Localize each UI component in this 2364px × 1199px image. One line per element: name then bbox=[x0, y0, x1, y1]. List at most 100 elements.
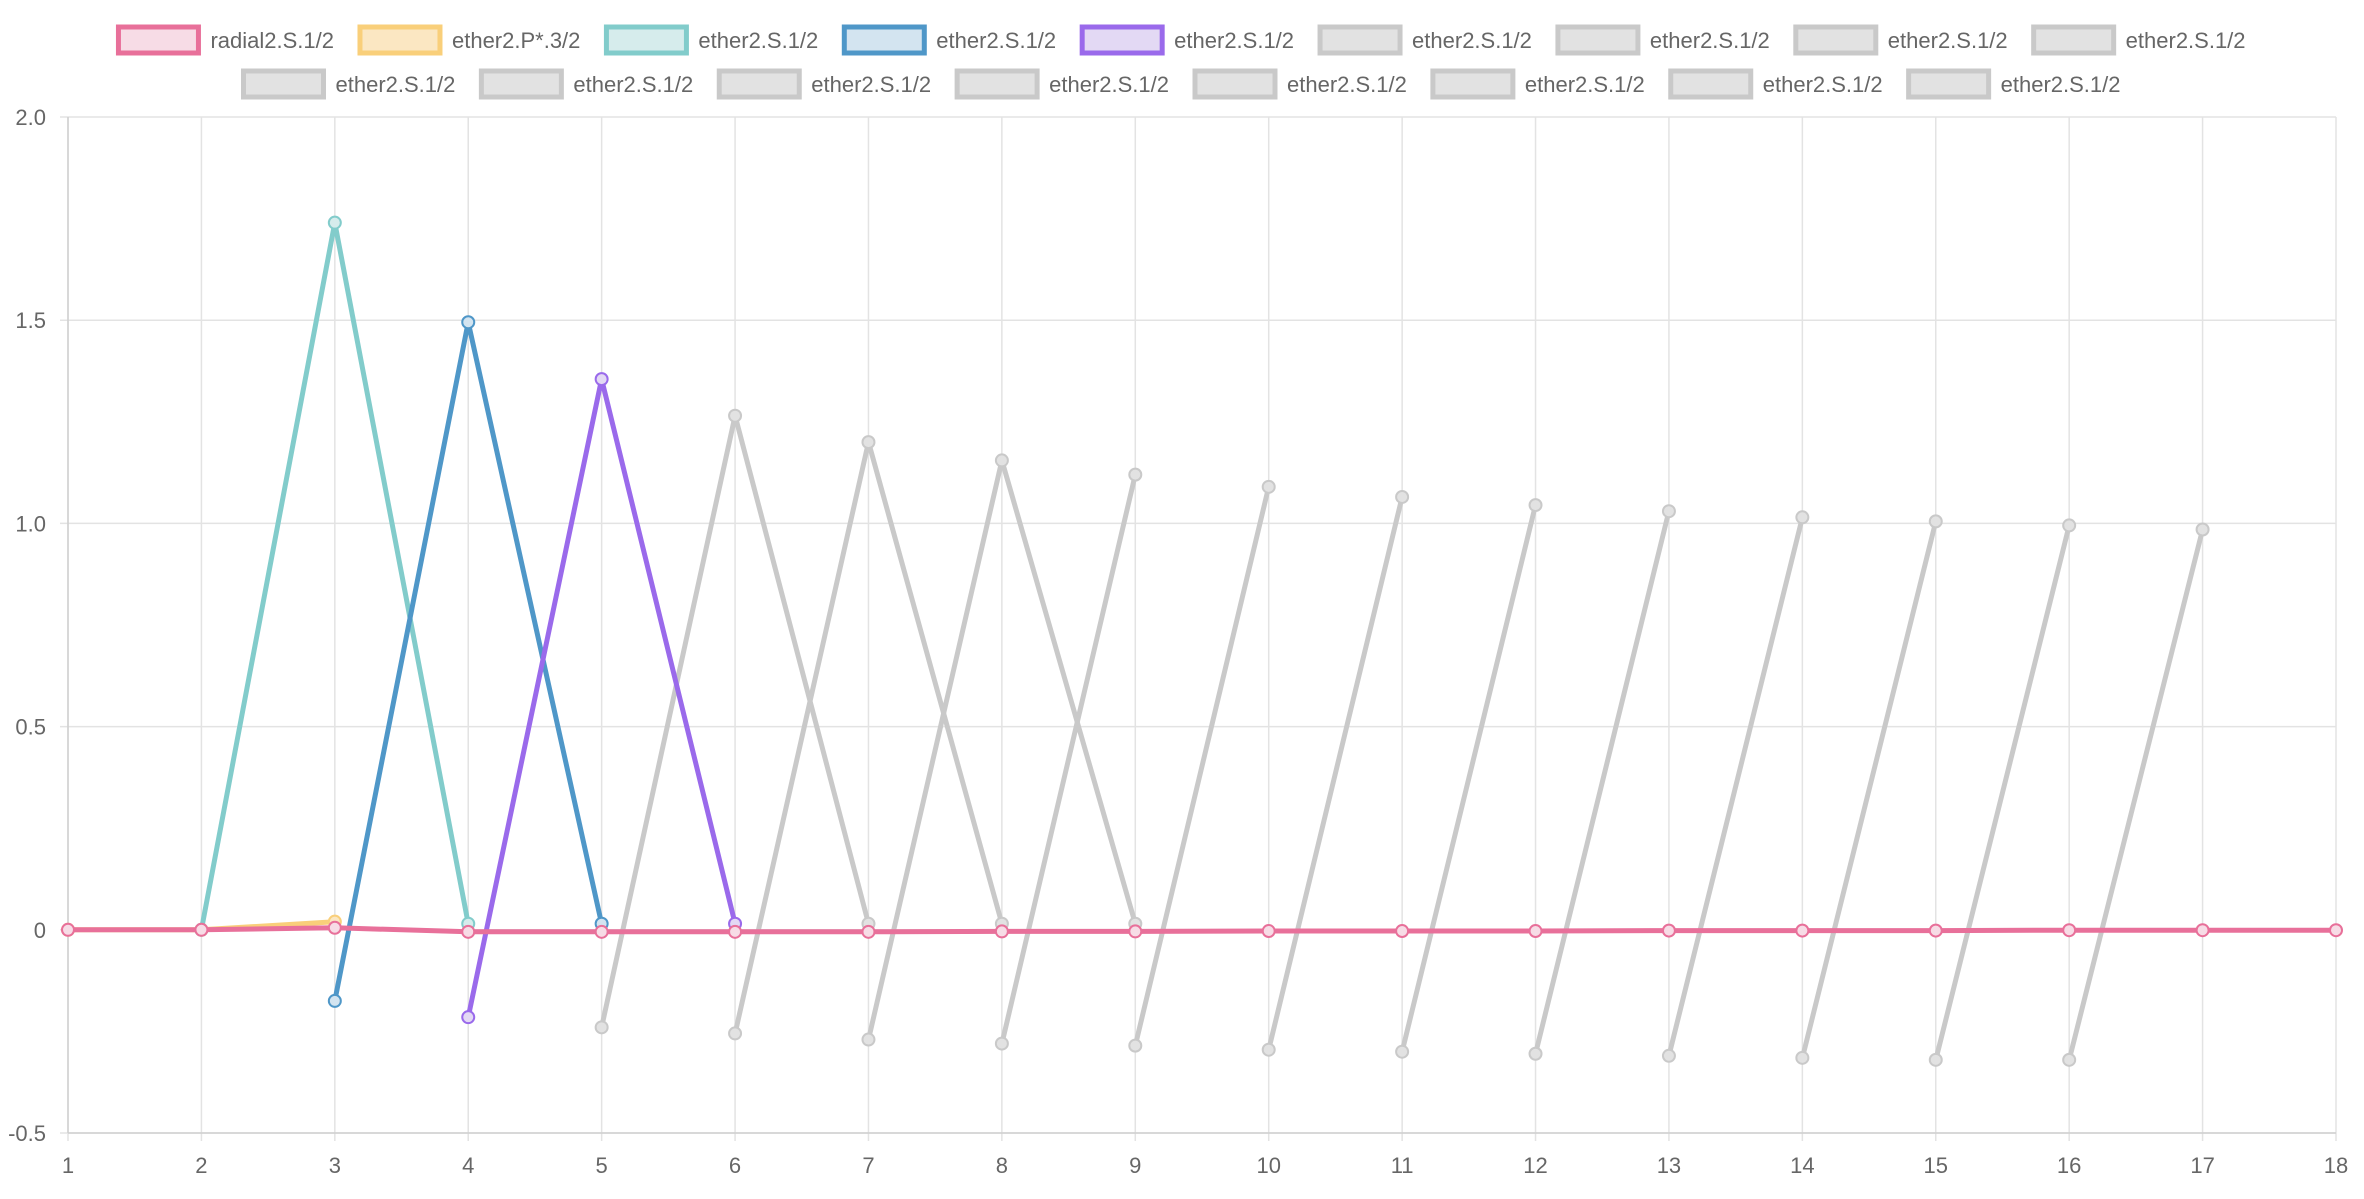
data-point[interactable] bbox=[2062, 1052, 2077, 1067]
data-point[interactable] bbox=[861, 1032, 876, 1047]
data-point[interactable] bbox=[1261, 1042, 1276, 1057]
legend-item[interactable]: ether2.S.1/2 bbox=[603, 24, 818, 56]
legend-item[interactable]: ether2.S.1/2 bbox=[1906, 68, 2121, 100]
series-5 bbox=[594, 408, 876, 1035]
data-point[interactable] bbox=[728, 924, 743, 939]
data-point[interactable] bbox=[2195, 522, 2210, 537]
x-tick-label: 16 bbox=[2057, 1153, 2081, 1178]
data-point[interactable] bbox=[1395, 489, 1410, 504]
data-point[interactable] bbox=[1928, 514, 1943, 529]
y-tick-label: 2.0 bbox=[15, 105, 46, 130]
data-point[interactable] bbox=[594, 1020, 609, 1035]
data-point[interactable] bbox=[2062, 518, 2077, 533]
legend-swatch bbox=[1192, 68, 1278, 100]
x-tick-label: 13 bbox=[1657, 1153, 1681, 1178]
legend-item[interactable]: ether2.S.1/2 bbox=[1192, 68, 1407, 100]
legend-label: ether2.S.1/2 bbox=[336, 72, 456, 97]
x-tick-label: 15 bbox=[1924, 1153, 1948, 1178]
data-point[interactable] bbox=[1661, 923, 1676, 938]
x-tick-label: 9 bbox=[1129, 1153, 1141, 1178]
legend-label: ether2.S.1/2 bbox=[2001, 72, 2121, 97]
data-point[interactable] bbox=[594, 924, 609, 939]
series-0 bbox=[61, 920, 2343, 939]
legend-item[interactable]: ether2.S.1/2 bbox=[1317, 24, 1532, 56]
data-point[interactable] bbox=[194, 922, 209, 937]
legend-item[interactable]: ether2.S.1/2 bbox=[1079, 24, 1294, 56]
x-tick-label: 2 bbox=[195, 1153, 207, 1178]
data-point[interactable] bbox=[994, 924, 1009, 939]
series-line bbox=[1132, 484, 1272, 1049]
legend-swatch bbox=[1430, 68, 1516, 100]
legend-swatch bbox=[1668, 68, 1754, 100]
data-point[interactable] bbox=[1261, 924, 1276, 939]
legend-item[interactable]: ether2.S.1/2 bbox=[478, 68, 693, 100]
data-point[interactable] bbox=[1395, 1044, 1410, 1059]
legend-item[interactable]: ether2.S.1/2 bbox=[1555, 24, 1770, 56]
data-point[interactable] bbox=[1528, 498, 1543, 513]
data-point[interactable] bbox=[1528, 1046, 1543, 1061]
data-point[interactable] bbox=[1661, 504, 1676, 519]
data-point[interactable] bbox=[1795, 923, 1810, 938]
data-point[interactable] bbox=[1928, 923, 1943, 938]
legend-swatch bbox=[1555, 24, 1641, 56]
data-point[interactable] bbox=[2195, 923, 2210, 938]
data-point[interactable] bbox=[1261, 479, 1276, 494]
data-point[interactable] bbox=[728, 408, 743, 423]
data-point[interactable] bbox=[861, 435, 876, 450]
data-point[interactable] bbox=[1795, 1050, 1810, 1065]
data-point[interactable] bbox=[728, 1026, 743, 1041]
legend-item[interactable]: ether2.S.1/2 bbox=[1793, 24, 2008, 56]
legend-label: ether2.P*.3/2 bbox=[452, 28, 580, 53]
data-point[interactable] bbox=[461, 315, 476, 330]
data-point[interactable] bbox=[1661, 1048, 1676, 1063]
data-point[interactable] bbox=[861, 924, 876, 939]
data-point[interactable] bbox=[1928, 1052, 1943, 1067]
data-point[interactable] bbox=[327, 993, 342, 1008]
legend-swatch bbox=[716, 68, 802, 100]
data-point[interactable] bbox=[327, 920, 342, 935]
data-point[interactable] bbox=[1128, 924, 1143, 939]
legend-swatch bbox=[115, 24, 201, 56]
x-tick-label: 17 bbox=[2190, 1153, 2214, 1178]
legend-swatch bbox=[603, 24, 689, 56]
legend: radial2.S.1/2 ether2.P*.3/2 ether2.S.1/2 et… bbox=[115, 24, 2246, 100]
data-point[interactable] bbox=[327, 215, 342, 230]
x-tick-label: 4 bbox=[462, 1153, 474, 1178]
series-10 bbox=[1261, 489, 1410, 1057]
data-point[interactable] bbox=[461, 924, 476, 939]
legend-swatch bbox=[1079, 24, 1165, 56]
legend-item[interactable]: ether2.S.1/2 bbox=[716, 68, 931, 100]
legend-item[interactable]: ether2.S.1/2 bbox=[2031, 24, 2246, 56]
data-point[interactable] bbox=[994, 453, 1009, 468]
legend-item[interactable]: ether2.S.1/2 bbox=[241, 68, 456, 100]
data-point[interactable] bbox=[1528, 924, 1543, 939]
legend-item[interactable]: ether2.S.1/2 bbox=[1668, 68, 1883, 100]
legend-item[interactable]: ether2.P*.3/2 bbox=[357, 24, 580, 56]
legend-label: ether2.S.1/2 bbox=[1525, 72, 1645, 97]
data-point[interactable] bbox=[61, 922, 75, 937]
legend-item[interactable]: radial2.S.1/2 bbox=[115, 24, 334, 56]
legend-swatch bbox=[841, 24, 927, 56]
data-point[interactable] bbox=[994, 1036, 1009, 1051]
data-point[interactable] bbox=[1395, 924, 1410, 939]
y-tick-label: 1.0 bbox=[15, 511, 46, 536]
legend-item[interactable]: ether2.S.1/2 bbox=[954, 68, 1169, 100]
data-point[interactable] bbox=[594, 372, 609, 387]
data-point[interactable] bbox=[2062, 923, 2077, 938]
data-point[interactable] bbox=[1128, 467, 1143, 482]
x-tick-label: 11 bbox=[1391, 1153, 1414, 1178]
data-point[interactable] bbox=[461, 1010, 476, 1025]
legend-item[interactable]: ether2.S.1/2 bbox=[841, 24, 1056, 56]
series-line bbox=[1533, 508, 1672, 1057]
data-point[interactable] bbox=[2329, 923, 2343, 938]
series-line bbox=[1266, 494, 1405, 1053]
legend-label: ether2.S.1/2 bbox=[698, 28, 818, 53]
data-point[interactable] bbox=[1795, 510, 1810, 525]
series-line bbox=[1666, 514, 1805, 1059]
series-line bbox=[1399, 502, 1538, 1055]
legend-item[interactable]: ether2.S.1/2 bbox=[1430, 68, 1645, 100]
series-line bbox=[2066, 527, 2206, 1063]
data-point[interactable] bbox=[1128, 1038, 1143, 1053]
x-tick-label: 1 bbox=[62, 1153, 74, 1178]
